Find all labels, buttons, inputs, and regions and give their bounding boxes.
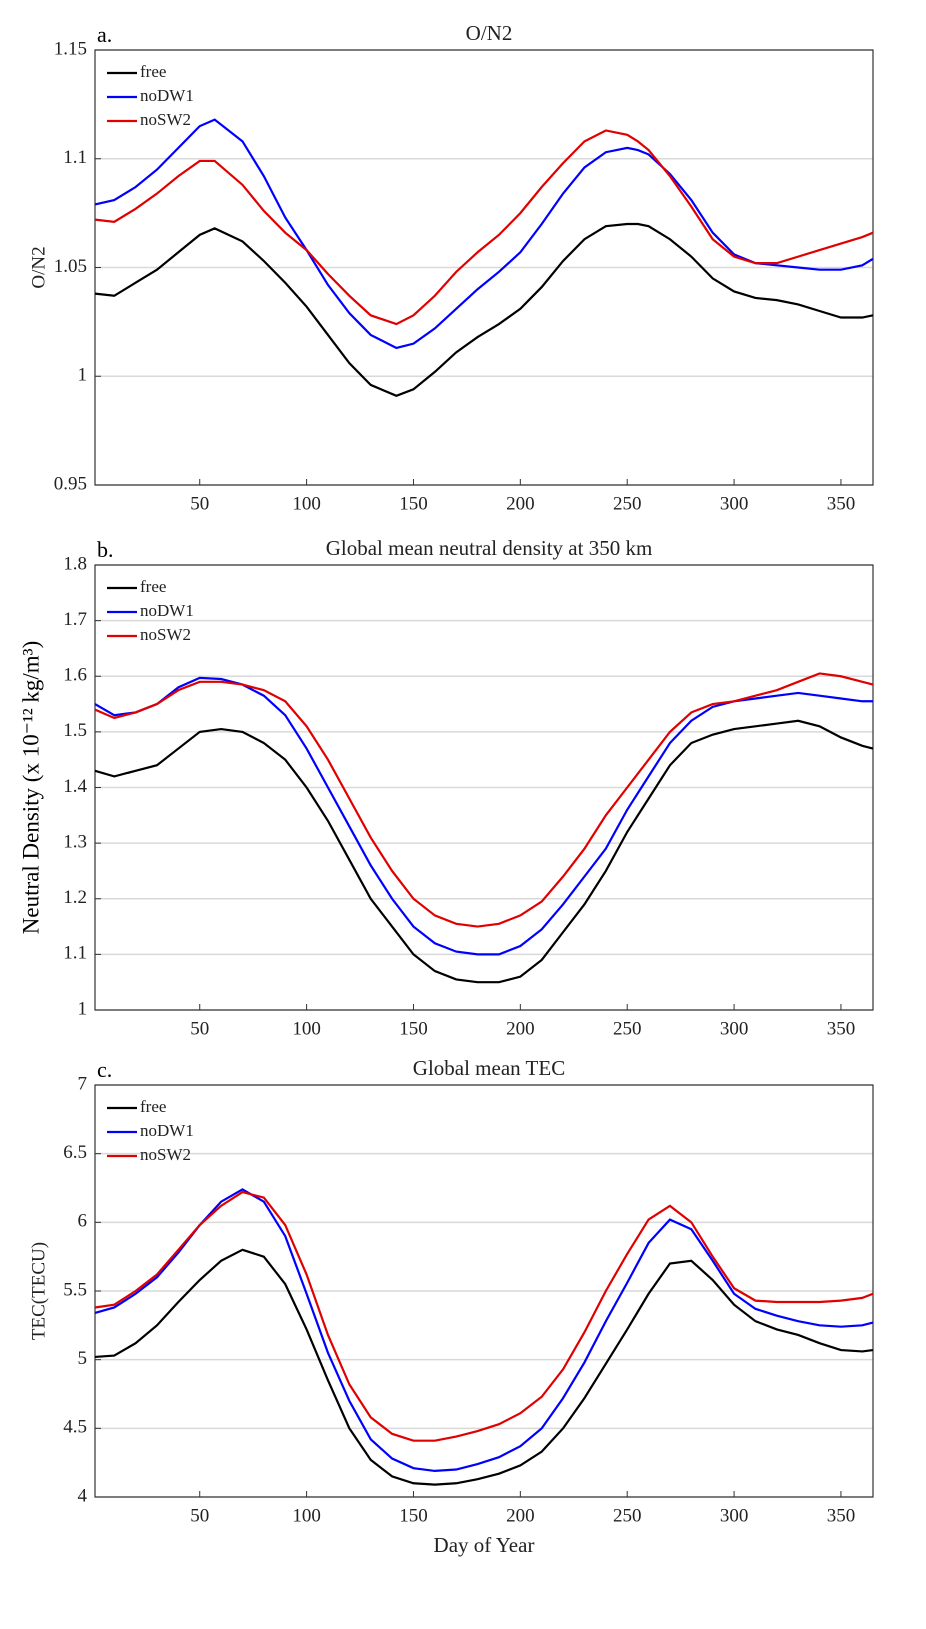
series-line (94, 1190, 874, 1442)
x-tick-label: 350 (827, 1505, 856, 1526)
x-tick-label: 150 (399, 1018, 428, 1039)
y-tick-label: 6.5 (63, 1142, 87, 1163)
series-line (94, 719, 874, 984)
y-tick-label: 1.1 (63, 943, 87, 964)
x-tick-label: 300 (720, 1505, 749, 1526)
series-line (94, 672, 874, 928)
legend-label: noSW2 (140, 625, 191, 644)
x-tick-label: 200 (506, 1505, 535, 1526)
y-tick-label: 1 (78, 998, 88, 1019)
x-tick-label: 50 (190, 1018, 209, 1039)
panel-title: O/N2 (466, 21, 513, 45)
axes-frame (94, 1084, 874, 1498)
y-tick-label: 1.4 (63, 776, 87, 797)
axes-frame (94, 564, 874, 1011)
y-tick-label: 0.95 (54, 473, 87, 494)
series-line (94, 129, 874, 326)
y-tick-label: 5 (78, 1348, 88, 1369)
x-tick-label: 100 (292, 493, 321, 514)
x-tick-label: 100 (292, 1505, 321, 1526)
y-tick-label: 4.5 (63, 1417, 87, 1438)
x-tick-label: 350 (827, 493, 856, 514)
x-tick-label: 50 (190, 1505, 209, 1526)
x-tick-label: 150 (399, 493, 428, 514)
y-tick-label: 7 (78, 1073, 88, 1094)
y-tick-label: 6 (78, 1211, 88, 1232)
y-tick-label: 1.5 (63, 720, 87, 741)
legend-label: noDW1 (140, 86, 194, 105)
series-line (94, 222, 874, 398)
y-tick-label: 1.15 (54, 38, 87, 59)
axes-frame (94, 49, 874, 486)
legend-label: noDW1 (140, 601, 194, 620)
y-tick-label: 1 (78, 365, 88, 386)
y-tick-label: 1.7 (63, 609, 87, 630)
panel-label: c. (97, 1057, 112, 1082)
series-line (94, 1248, 874, 1486)
y-tick-label: 5.5 (63, 1279, 87, 1300)
x-tick-label: 350 (827, 1018, 856, 1039)
y-tick-label: 1.8 (63, 553, 87, 574)
legend-label: free (140, 577, 166, 596)
x-tick-label: 100 (292, 1018, 321, 1039)
y-tick-label: 1.05 (54, 256, 87, 277)
series-line (94, 676, 873, 956)
x-tick-label: 300 (720, 1018, 749, 1039)
legend-label: noSW2 (140, 1145, 191, 1164)
x-tick-label: 250 (613, 493, 642, 514)
legend-label: noDW1 (140, 1121, 194, 1140)
y-tick-label: 1.3 (63, 831, 87, 852)
legend-label: noSW2 (140, 110, 191, 129)
x-tick-label: 150 (399, 1505, 428, 1526)
x-tick-label: 250 (613, 1018, 642, 1039)
series-line (94, 1188, 874, 1473)
y-tick-label: 1.2 (63, 887, 87, 908)
legend-label: free (140, 1097, 166, 1116)
y-axis-label: O/N2 (28, 246, 49, 288)
x-tick-label: 200 (506, 1018, 535, 1039)
y-axis-label: Neutral Density (x 10⁻¹² kg/m³) (18, 641, 43, 934)
series-line (94, 118, 874, 350)
y-axis-label: TEC(TECU) (28, 1242, 49, 1340)
x-tick-label: 300 (720, 493, 749, 514)
panel-label: b. (97, 537, 114, 562)
legend-label: free (140, 62, 166, 81)
panel-label: a. (97, 22, 112, 47)
panel-title: Global mean neutral density at 350 km (326, 536, 653, 560)
y-tick-label: 1.1 (63, 147, 87, 168)
x-axis-label: Day of Year (434, 1533, 535, 1557)
panel-title: Global mean TEC (413, 1056, 565, 1080)
y-tick-label: 1.6 (63, 665, 87, 686)
y-tick-label: 4 (78, 1485, 88, 1506)
x-tick-label: 50 (190, 493, 209, 514)
x-tick-label: 200 (506, 493, 535, 514)
x-tick-label: 250 (613, 1505, 642, 1526)
